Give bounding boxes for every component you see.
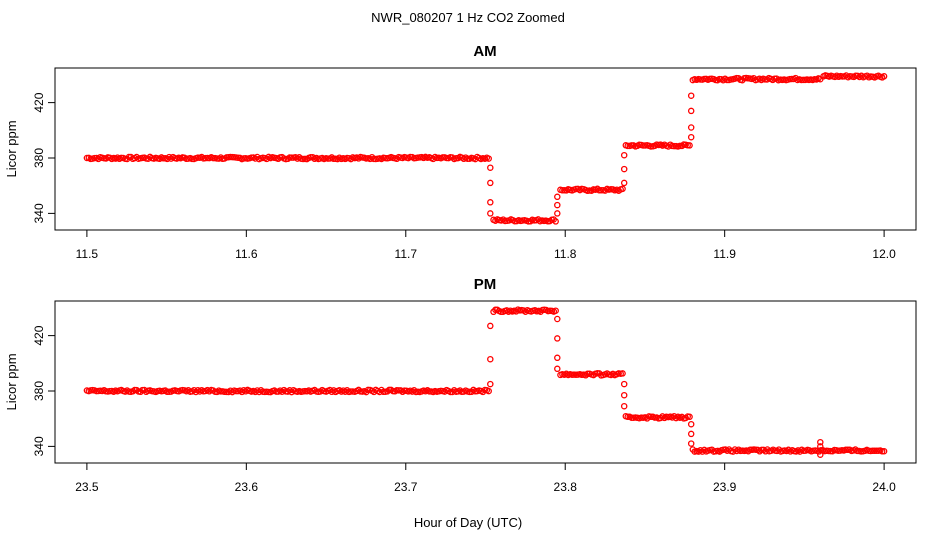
- pm-point: [584, 370, 591, 378]
- am-transition-point: [487, 210, 494, 217]
- am-transition-point: [554, 210, 561, 217]
- am-xtick-label: 12.0: [872, 247, 896, 261]
- pm-transition-point: [817, 438, 824, 446]
- pm-axes: 23.5 23.6 23.7 23.8 23.9 24.0 340 380 420: [32, 325, 896, 494]
- pm-transition-point: [817, 451, 824, 458]
- am-plot-frame: [54, 67, 917, 231]
- pm-xtick-label: 24.0: [872, 480, 896, 494]
- am-transition-point: [687, 107, 695, 115]
- pm-transition-point: [487, 322, 494, 330]
- pm-point: [552, 307, 559, 314]
- pm-transition-point: [687, 420, 695, 428]
- pm-xtick-label: 23.8: [554, 480, 578, 494]
- pm-transition-point: [817, 443, 824, 450]
- pm-ytick-label: 340: [32, 436, 46, 456]
- pm-transition-point: [487, 355, 494, 363]
- am-xtick-label: 11.9: [713, 247, 736, 261]
- pm-data-points: [83, 306, 888, 458]
- pm-ytick-label: 420: [32, 325, 46, 345]
- am-point: [723, 76, 731, 84]
- pm-xtick-label: 23.5: [75, 480, 99, 494]
- pm-transition-point: [687, 440, 695, 447]
- pm-transition-point: [487, 380, 494, 388]
- am-transition-point: [687, 124, 695, 131]
- am-transition-point: [620, 179, 628, 187]
- am-ylabel: Licor ppm: [4, 120, 19, 177]
- pm-transition-point: [620, 391, 628, 399]
- pm-point: [880, 447, 888, 455]
- pm-ytick-label: 380: [32, 381, 46, 401]
- am-point: [880, 73, 888, 80]
- pm-transition-point: [620, 380, 628, 388]
- pm-transition-point: [554, 354, 561, 362]
- am-transition-point: [620, 165, 628, 173]
- am-data-points: [83, 72, 888, 225]
- pm-point: [619, 370, 626, 377]
- pm-transition-point: [554, 365, 561, 373]
- figure-title: NWR_080207 1 Hz CO2 Zoomed: [371, 10, 565, 25]
- am-ytick-label: 380: [32, 148, 46, 168]
- am-xtick-label: 11.6: [235, 247, 258, 261]
- pm-point: [647, 413, 655, 421]
- am-transition-point: [687, 92, 695, 99]
- am-ytick-label: 340: [32, 203, 46, 223]
- am-ytick-label: 420: [32, 92, 46, 112]
- am-transition-point: [554, 201, 561, 209]
- am-point: [686, 142, 693, 149]
- am-point: [597, 186, 605, 194]
- am-point: [676, 142, 684, 150]
- am-transition-point: [554, 193, 561, 201]
- pm-transition-point: [554, 315, 561, 323]
- am-transition-point: [487, 164, 494, 171]
- pm-point: [686, 413, 693, 421]
- am-transition-point: [487, 199, 494, 206]
- pm-xtick-label: 23.6: [235, 480, 259, 494]
- pm-panel: PM 23.5 23.6 23.7 23.8 23.9 24.0 340 380 420 Lic…: [4, 276, 917, 494]
- am-axes: 11.5 11.6 11.7 11.8 11.9 12.0 340 380 420: [32, 92, 896, 261]
- am-point: [619, 185, 626, 193]
- pm-ylabel: Licor ppm: [4, 353, 19, 410]
- pm-point: [624, 413, 631, 421]
- am-panel: AM 11.5 11.6 11.7 11.8 11.9 12.0 340 380 420 Lic…: [4, 43, 917, 261]
- pm-xtick-label: 23.7: [394, 480, 418, 494]
- pm-transition-point: [687, 430, 695, 438]
- am-xtick-label: 11.8: [554, 247, 577, 261]
- am-point: [485, 155, 492, 162]
- pm-title: PM: [474, 276, 497, 293]
- am-point: [552, 218, 559, 225]
- am-transition-point: [487, 179, 494, 187]
- am-xtick-label: 11.7: [395, 247, 418, 261]
- pm-plot-frame: [54, 300, 917, 464]
- am-xtick-label: 11.5: [76, 247, 99, 261]
- pm-transition-point: [554, 335, 561, 342]
- pm-transition-point: [620, 402, 628, 410]
- pm-point: [485, 387, 492, 395]
- am-transition-point: [687, 133, 695, 141]
- pm-xtick-label: 23.9: [713, 480, 737, 494]
- figure-xlabel: Hour of Day (UTC): [414, 515, 522, 530]
- am-title: AM: [473, 43, 496, 60]
- am-transition-point: [620, 151, 628, 159]
